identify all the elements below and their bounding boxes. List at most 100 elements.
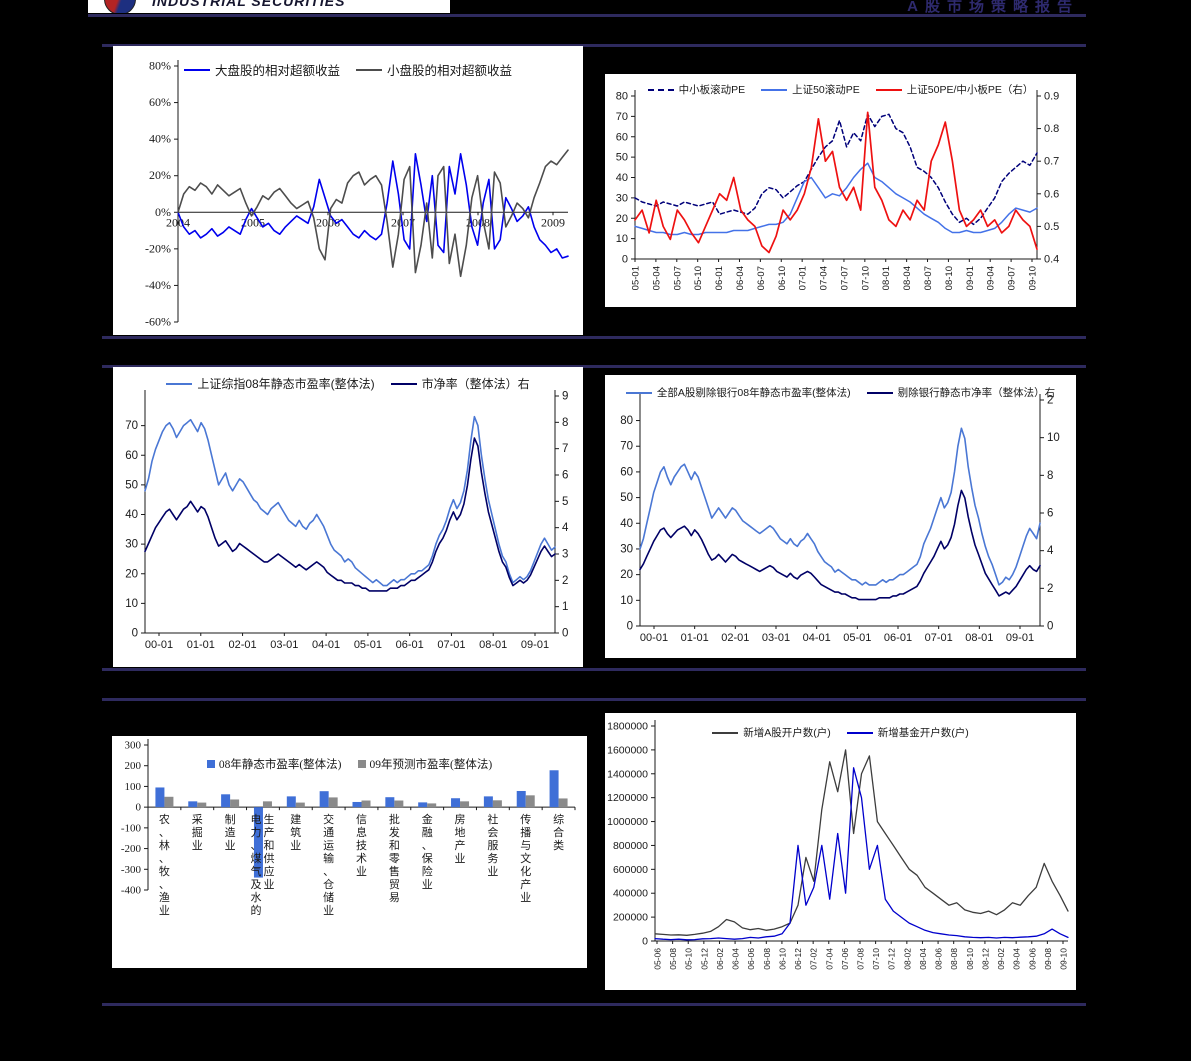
tick-label: 2006 [316,215,340,229]
legend-swatch [357,760,366,768]
bar [155,787,165,808]
legend-item: 上证综指08年静态市盈率(整体法) [166,375,375,392]
category-label-char: 术 [356,852,367,865]
category-label-char: 通 [323,826,334,839]
tick-label: 08-07 [923,266,934,290]
tick-label: 1800000 [607,721,648,733]
tick-label: 09-10 [1059,948,1069,970]
category-label-char: 技 [356,839,367,852]
bar [352,801,362,808]
category-label-char: 服 [487,839,498,852]
legend-swatch [206,760,215,768]
tick-label: 0 [622,254,628,266]
bar [286,796,296,808]
category-label-char: 化 [520,864,531,878]
tick-label: 05-07 [672,266,683,290]
tick-label: -400 [121,885,142,897]
tick-label: 06-07 [756,266,767,290]
tick-label: 0 [627,621,633,633]
category-label-char: 电 [250,813,261,826]
category-label-char: 业 [422,878,433,891]
tick-label: 70 [620,441,633,453]
category-label-char: 、 [159,853,170,865]
tick-label: 9 [562,391,568,403]
tick-label: 300 [125,740,142,752]
tick-label: 09-06 [1027,948,1037,970]
bar [394,800,404,808]
bar [460,801,470,808]
tick-label: 6 [1047,508,1053,520]
chart-panel-ex-banks-pe-pb: 80 70 60 50 40 30 20 10 0 2 10 8 6 4 2 0 00-01 01-01 02-01… [605,375,1076,658]
tick-label: 09-07 [1007,266,1018,290]
tick-label: 06-12 [793,948,803,970]
tick-label: 0.7 [1044,156,1059,168]
tick-label: 09-04 [986,266,997,290]
legend-label: 全部A股剔除银行08年静态市盈率(整体法) [656,387,851,399]
tick-label: 06-01 [714,266,725,290]
tick-label: 1200000 [607,792,648,804]
tick-label: 10 [125,598,138,610]
tick-label: 03-01 [270,639,298,651]
category-label-char: 金 [422,812,433,826]
category-label-char: 、 [323,866,334,878]
tick-label: 80% [149,59,171,73]
category-label-char: 业 [192,839,203,852]
tick-label: 60 [125,450,138,462]
bar [221,794,231,808]
footer-divider [102,1003,1086,1006]
tick-label: -60% [145,315,171,329]
category-label-char: 房 [455,813,466,826]
tick-label: 50 [616,152,628,164]
tick-label: 00-01 [145,639,173,651]
series-line [144,437,556,592]
category-label-char: 合 [553,825,564,839]
series-line [654,749,1069,936]
category-label-char: 发 [389,825,400,839]
category-label-char: 播 [520,825,531,839]
legend-label: 08年静态市盈率(整体法) [218,759,342,771]
category-label-char: 采 [192,813,203,826]
series-line [144,415,556,587]
category-label-char: 社 [487,812,498,826]
tick-label: 05-04 [651,266,662,290]
tick-label: 1 [562,601,568,613]
tick-label: 6 [562,470,568,482]
series-line [177,149,569,278]
legend-item: 新增A股开户数(户) [712,725,831,740]
tick-label: 07-01 [437,639,465,651]
bar [295,802,305,808]
tick-label: 2009 [541,215,565,229]
section-divider [102,365,1086,368]
category-label-char: 与 [520,839,531,852]
legend-label: 市净率（整体法）右 [421,377,530,391]
tick-label: -300 [121,864,142,876]
series-line [639,427,1041,586]
category-label-char: 和 [263,839,274,852]
tick-label: 04-01 [312,639,340,651]
category-label-char: 生 [263,812,274,826]
legend-swatch [846,731,873,734]
tick-label: 05-01 [631,266,642,290]
tick-label: 0.6 [1044,188,1059,200]
legend-swatch [166,382,193,385]
bar [319,791,329,808]
legend-item: 市净率（整体法）右 [390,375,530,392]
tick-label: 08-01 [479,639,507,651]
tick-label: 05-01 [354,639,382,651]
legend-swatch [875,88,902,91]
tick-label: 40% [149,132,171,146]
category-label-char: 地 [455,826,466,839]
tick-label: 7 [562,443,568,455]
tick-label: 08-02 [902,948,912,970]
tick-label: 20 [125,568,138,580]
tick-label: 07-10 [860,266,871,290]
category-label-char: 、 [422,840,433,852]
tick-label: 60% [149,95,171,109]
category-label-char: 险 [422,864,433,878]
tick-label: 05-12 [699,948,709,970]
tick-label: 10 [620,595,633,607]
tick-label: 06-10 [777,948,787,970]
tick-label: 40 [620,518,633,530]
